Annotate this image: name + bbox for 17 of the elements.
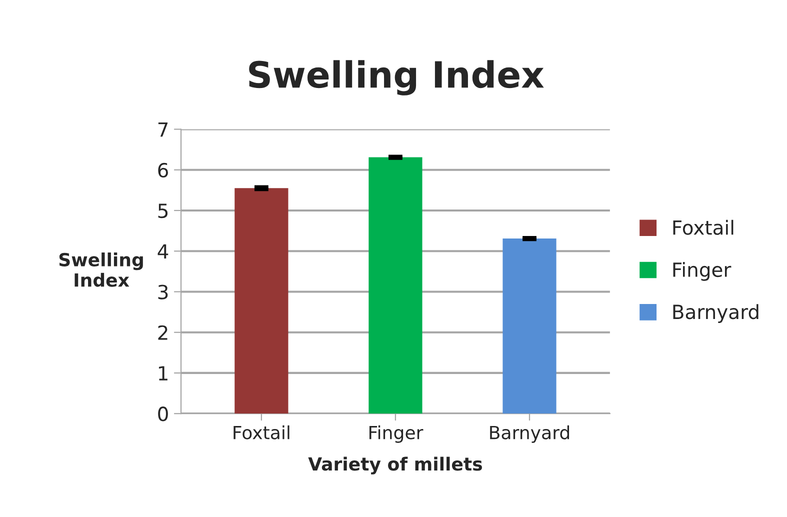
y-tick-label: 4 (158, 244, 168, 258)
x-tick-label: Foxtail (234, 425, 290, 440)
legend-label: Finger (673, 262, 732, 281)
y-tick-label: 6 (158, 162, 168, 178)
y-tick-label: 7 (158, 122, 168, 137)
legend-label: Foxtail (673, 220, 734, 235)
y-tick-label: 1 (158, 366, 168, 380)
y-axis-title: Swelling Index (59, 252, 143, 287)
x-axis-title: Variety of millets (308, 456, 482, 474)
x-tick-label: Barnyard (490, 425, 570, 443)
y-tick-label: 0 (158, 406, 168, 422)
x-tick-label: Finger (369, 425, 424, 443)
y-tick-label: 5 (158, 204, 168, 218)
y-tick-label: 2 (158, 325, 168, 340)
y-tick-label: 3 (158, 284, 168, 300)
chart-title: Swelling Index (249, 60, 544, 96)
legend-label: Barnyard (673, 304, 758, 323)
